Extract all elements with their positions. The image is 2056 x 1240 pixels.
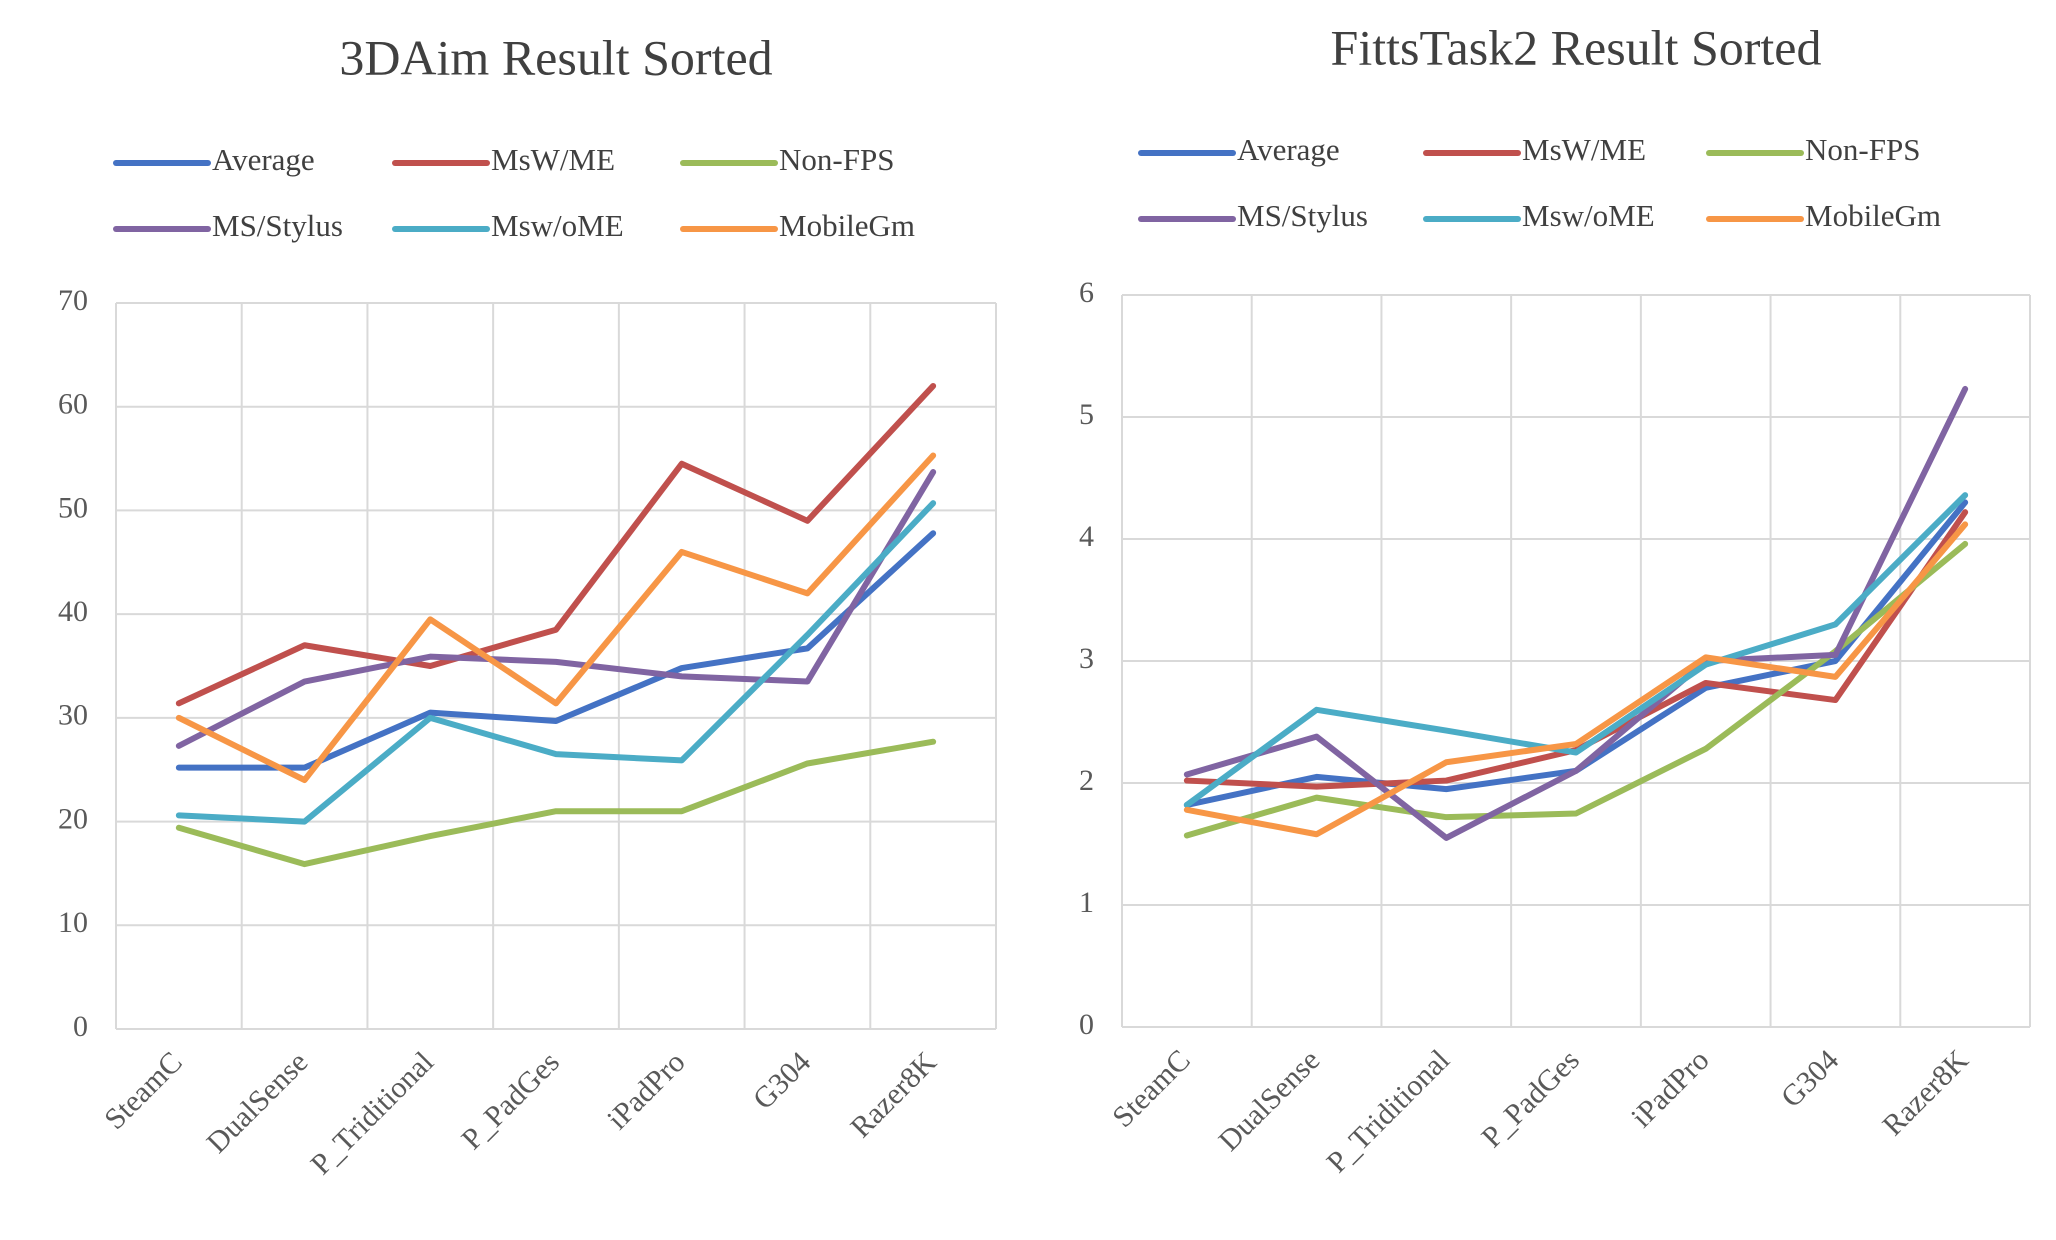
legend-label: MS/Stylus	[1237, 198, 1368, 233]
y-tick-label: 30	[58, 699, 88, 732]
x-tick-label: SteamC	[98, 1045, 189, 1136]
y-tick-label: 0	[1079, 1008, 1094, 1041]
y-tick-label: 40	[58, 595, 88, 628]
series-line	[175, 530, 937, 771]
series-line	[175, 469, 937, 749]
x-tick-label: SteamC	[1106, 1043, 1197, 1134]
x-tick-label: P_Triditional	[1320, 1043, 1456, 1179]
legend-label: Average	[212, 142, 315, 177]
series-line	[1183, 540, 1969, 839]
series-line	[175, 738, 937, 868]
series-line	[175, 452, 937, 784]
y-tick-label: 10	[58, 906, 88, 939]
legend-label: MsW/ME	[491, 142, 615, 177]
x-tick-label: Razer8K	[1876, 1043, 1975, 1142]
series-line	[1183, 385, 1969, 841]
series-line	[1183, 492, 1969, 808]
y-tick-label: 60	[58, 388, 88, 421]
y-tick-label: 5	[1079, 398, 1094, 431]
chart: FittsTask2 Result Sorted 0 1 2 3 4 5 6 SteamC Dua…	[1079, 19, 2031, 1179]
x-tick-label: iPadPro	[601, 1045, 692, 1136]
legend-label: Msw/oME	[491, 208, 624, 243]
legend-label: Msw/oME	[1522, 198, 1655, 233]
chart-title: FittsTask2 Result Sorted	[1331, 19, 1822, 75]
y-tick-label: 1	[1079, 886, 1094, 919]
y-tick-label: 2	[1079, 764, 1094, 797]
legend-label: Average	[1237, 132, 1340, 167]
series-line	[175, 382, 937, 707]
y-tick-label: 20	[58, 802, 88, 835]
legend-label: MS/Stylus	[212, 208, 343, 243]
y-tick-label: 70	[58, 284, 88, 317]
y-tick-label: 0	[73, 1010, 88, 1043]
x-tick-label: DualSense	[1212, 1043, 1326, 1157]
y-tick-label: 4	[1079, 520, 1094, 553]
x-tick-label: G304	[747, 1045, 817, 1115]
y-tick-label: 6	[1079, 276, 1094, 309]
legend-label: MobileGm	[1805, 198, 1941, 233]
x-tick-label: Razer8K	[844, 1045, 943, 1144]
legend-label: MsW/ME	[1522, 132, 1646, 167]
x-tick-label: P_PadGes	[455, 1045, 566, 1156]
y-tick-label: 50	[58, 491, 88, 524]
series-line	[1183, 521, 1969, 838]
series-line	[1183, 499, 1969, 808]
legend-label: Non-FPS	[779, 142, 894, 177]
x-tick-label: iPadPro	[1625, 1043, 1716, 1134]
x-tick-label: G304	[1775, 1043, 1845, 1113]
x-tick-label: DualSense	[200, 1045, 314, 1159]
x-tick-label: P_PadGes	[1475, 1043, 1586, 1154]
y-tick-label: 3	[1079, 642, 1094, 675]
legend-label: MobileGm	[779, 208, 915, 243]
series-line	[175, 500, 937, 825]
legend-label: Non-FPS	[1805, 132, 1920, 167]
chart: 3DAim Result Sorted 0 10 20 30 40 50 60 70 SteamC…	[58, 29, 997, 1181]
x-tick-label: P_Triditional	[304, 1045, 440, 1181]
chart-title: 3DAim Result Sorted	[339, 29, 772, 85]
